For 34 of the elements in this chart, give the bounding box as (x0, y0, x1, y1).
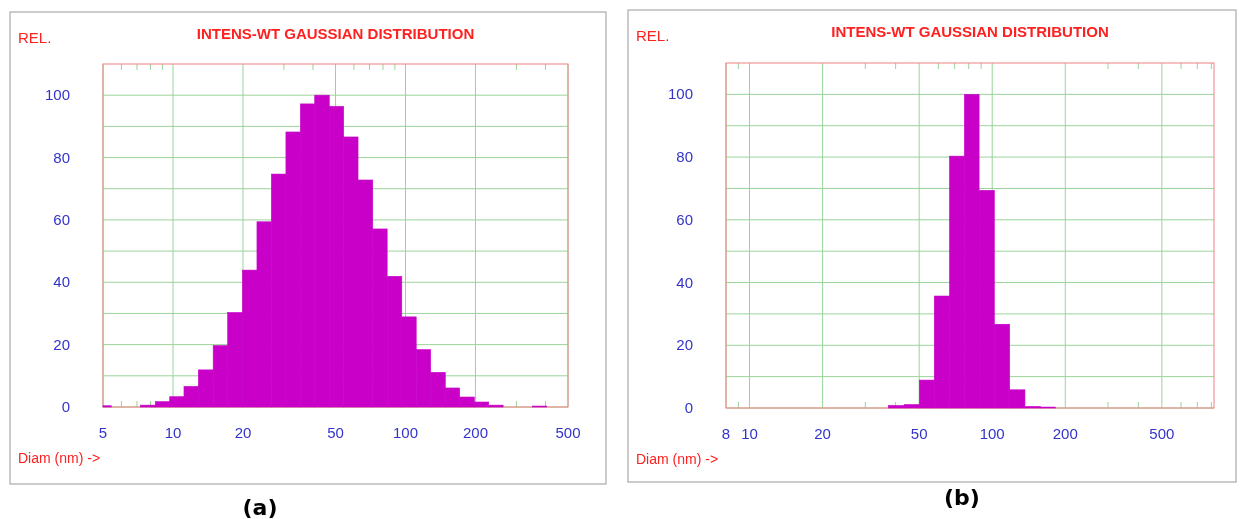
y-tick-label: 80 (676, 148, 693, 166)
x-tick-label: 100 (392, 424, 419, 441)
y-tick-label: 100 (44, 86, 70, 104)
x-tick-label: 200 (1052, 425, 1078, 442)
x-tick-label: 500 (1149, 425, 1175, 442)
y-tick-label: 20 (676, 336, 693, 354)
text: (b) (944, 485, 980, 510)
x-tick-label: 500 (555, 424, 581, 441)
x-tick-label: 10 (741, 425, 758, 442)
x-axis-title: Diam (nm) -> (18, 450, 101, 466)
y-tick-label: 0 (61, 398, 70, 415)
chart-title: INTENS-WT GAUSSIAN DISTRIBUTION (831, 23, 1109, 40)
x-axis-title: Diam (nm) -> (636, 451, 719, 467)
y-axis-title: REL. (18, 29, 52, 46)
x-tick-label: 100 (979, 425, 1005, 442)
x-tick-label: 10 (164, 424, 182, 441)
chart-title: INTENS-WT GAUSSIAN DISTRIBUTION (196, 25, 475, 42)
x-tick-label: 20 (234, 424, 252, 441)
text: (a) (242, 495, 278, 519)
y-tick-label: 80 (53, 148, 70, 166)
y-tick-label: 0 (684, 399, 693, 416)
x-tick-label: 5 (98, 424, 108, 441)
y-tick-label: 60 (676, 210, 693, 228)
x-tick-label: 200 (462, 424, 488, 441)
y-tick-label: 40 (676, 273, 693, 291)
y-tick-label: 60 (53, 210, 70, 228)
y-tick-label: 40 (53, 273, 70, 291)
y-tick-label: 100 (667, 85, 693, 103)
x-tick-label: 20 (814, 425, 831, 442)
y-tick-label: 20 (53, 335, 70, 353)
x-tick-label: 50 (910, 425, 928, 442)
x-tick-label: 8 (721, 425, 731, 442)
y-axis-title: REL. (636, 27, 670, 44)
x-tick-label: 50 (327, 424, 344, 441)
